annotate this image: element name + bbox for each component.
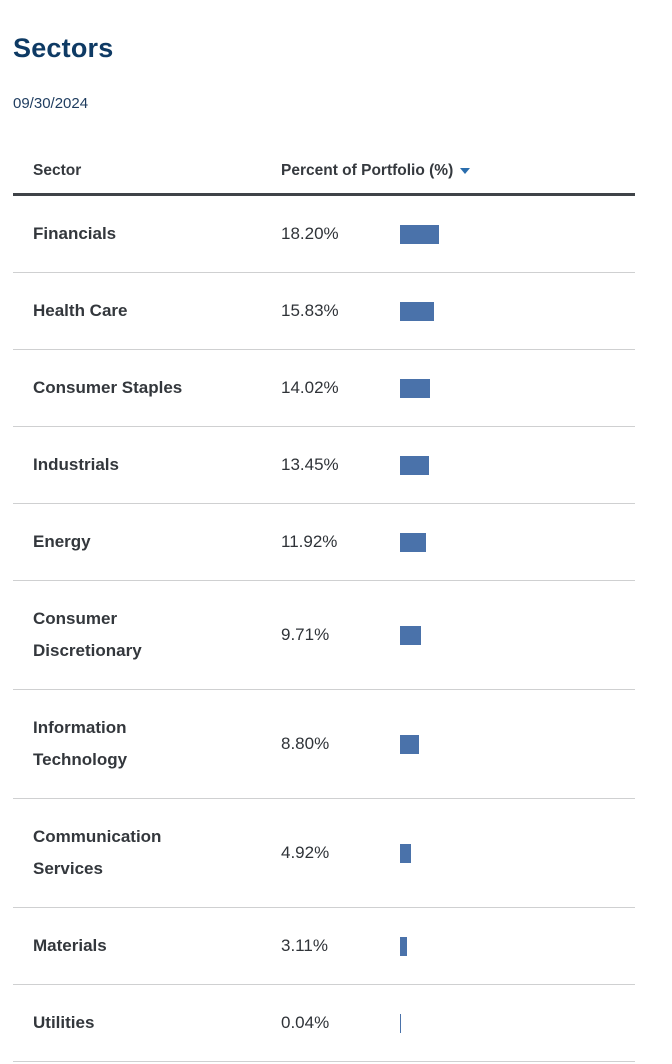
percent-bar-track: [400, 455, 635, 475]
percent-bar: [400, 224, 439, 244]
percent-bar: [400, 936, 407, 956]
sort-descending-icon: [460, 168, 471, 174]
percent-bar: [400, 1013, 401, 1033]
percent-bar-track: [400, 625, 635, 645]
table-row: Financials 18.20%: [13, 196, 635, 273]
sector-name: Financials: [33, 224, 117, 243]
sector-percent-value: 18.20%: [281, 224, 339, 243]
col-header-sector: Sector: [33, 162, 82, 179]
sector-percent-value: 9.71%: [281, 625, 330, 644]
table-header-row: Sector Percent of Portfolio (%): [13, 162, 635, 196]
percent-bar: [400, 301, 434, 321]
sector-name: Consumer Staples: [33, 378, 183, 397]
percent-bar: [400, 625, 421, 645]
percent-bar-track: [400, 378, 635, 398]
sector-name: Energy: [33, 532, 91, 551]
percent-bar-track: [400, 1013, 635, 1033]
sector-name: Communication Services: [33, 827, 162, 878]
percent-bar: [400, 734, 419, 754]
sector-name: Utilities: [33, 1013, 95, 1032]
sector-percent-value: 4.92%: [281, 843, 330, 862]
sector-percent-value: 3.11%: [281, 936, 328, 955]
table-row: Industrials 13.45%: [13, 427, 635, 504]
sector-percent-value: 8.80%: [281, 734, 330, 753]
sector-percent-value: 0.04%: [281, 1013, 330, 1032]
percent-bar-track: [400, 843, 635, 863]
percent-bar-track: [400, 734, 635, 754]
table-row: Materials 3.11%: [13, 908, 635, 985]
table-row: Energy 11.92%: [13, 504, 635, 581]
table-row: Consumer Discretionary 9.71%: [13, 581, 635, 690]
percent-bar-track: [400, 224, 635, 244]
table-body: Financials 18.20% Health Care 15.83% Con…: [13, 196, 635, 1062]
sector-percent-value: 13.45%: [281, 455, 339, 474]
table-row: Utilities 0.04%: [13, 985, 635, 1062]
sector-name: Information Technology: [33, 718, 128, 769]
sector-percent-value: 14.02%: [281, 378, 339, 397]
table-row: Consumer Staples 14.02%: [13, 350, 635, 427]
sector-name: Consumer Discretionary: [33, 609, 142, 660]
table-row: Health Care 15.83%: [13, 273, 635, 350]
sector-percent-value: 15.83%: [281, 301, 339, 320]
sector-percent-value: 11.92%: [281, 532, 338, 551]
page-title: Sectors: [13, 33, 114, 63]
col-header-percent-label: Percent of Portfolio (%): [281, 162, 454, 179]
sector-name: Materials: [33, 936, 107, 955]
percent-bar: [400, 455, 429, 475]
percent-bar-track: [400, 301, 635, 321]
sectors-table: Sector Percent of Portfolio (%) Financia…: [13, 162, 635, 1062]
percent-bar: [400, 843, 411, 863]
percent-bar: [400, 532, 426, 552]
table-row: Communication Services 4.92%: [13, 799, 635, 908]
percent-bar: [400, 378, 430, 398]
as-of-date: 09/30/2024: [13, 95, 89, 112]
percent-bar-track: [400, 936, 635, 956]
sectors-page: Sectors 09/30/2024 Sector Percent of Por…: [0, 33, 672, 1062]
table-row: Information Technology 8.80%: [13, 690, 635, 799]
col-header-percent-sort[interactable]: Percent of Portfolio (%): [281, 162, 471, 180]
percent-bar-track: [400, 532, 635, 552]
sector-name: Health Care: [33, 301, 128, 320]
sector-name: Industrials: [33, 455, 119, 474]
